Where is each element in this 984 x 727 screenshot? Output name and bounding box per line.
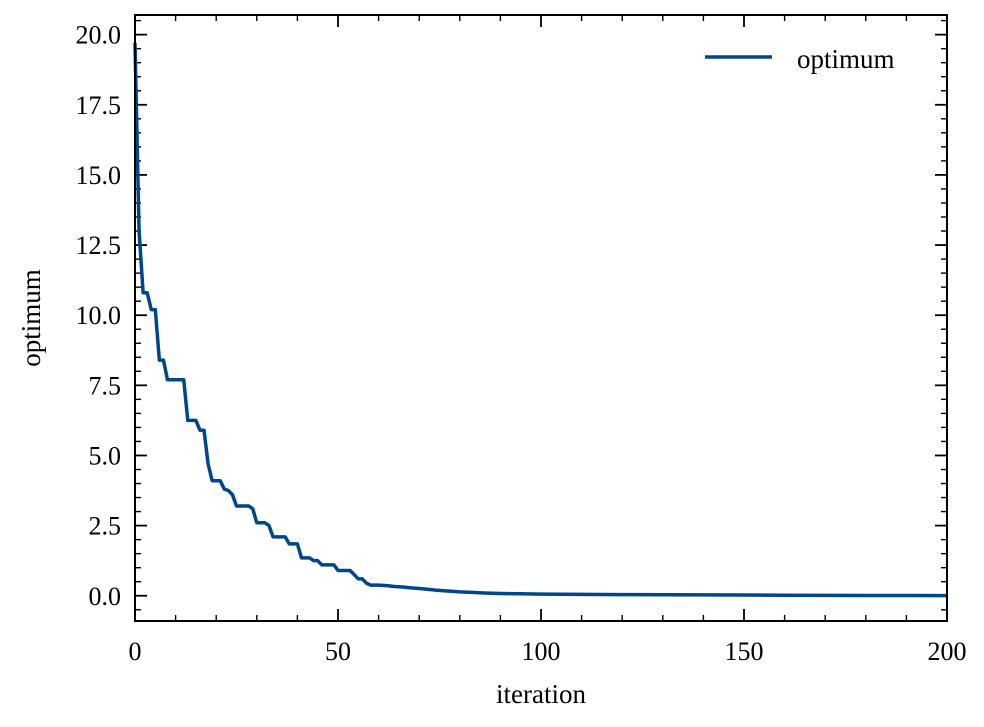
plot-frame — [134, 14, 948, 622]
series-layer — [133, 43, 948, 598]
y-tick-label: 17.5 — [76, 91, 122, 120]
y-tick-label: 7.5 — [89, 371, 122, 400]
x-tick-label: 50 — [325, 637, 351, 666]
y-tick-label: 5.0 — [89, 441, 122, 470]
legend: optimum — [705, 44, 895, 74]
series-line-optimum — [133, 43, 948, 598]
y-tick-label: 20.0 — [76, 21, 122, 50]
legend-label: optimum — [797, 44, 895, 74]
y-tick-label: 0.0 — [89, 582, 122, 611]
y-tick-label: 12.5 — [76, 231, 122, 260]
y-tick-labels: 0.0 2.5 5.0 7.5 10.0 12.5 15.0 17.5 20.0 — [76, 21, 122, 611]
x-axis-title: iteration — [496, 679, 586, 709]
x-tick-labels: 0 50 100 150 200 — [129, 637, 967, 666]
x-tick-label: 150 — [725, 637, 764, 666]
y-tick-label: 10.0 — [76, 301, 122, 330]
x-tick-label: 0 — [129, 637, 142, 666]
y-tick-label: 2.5 — [89, 512, 122, 541]
plot-area — [135, 15, 947, 621]
y-axis-title: optimum — [16, 269, 46, 367]
x-tick-label: 200 — [928, 637, 967, 666]
x-tick-label: 100 — [522, 637, 561, 666]
y-tick-label: 15.0 — [76, 161, 122, 190]
